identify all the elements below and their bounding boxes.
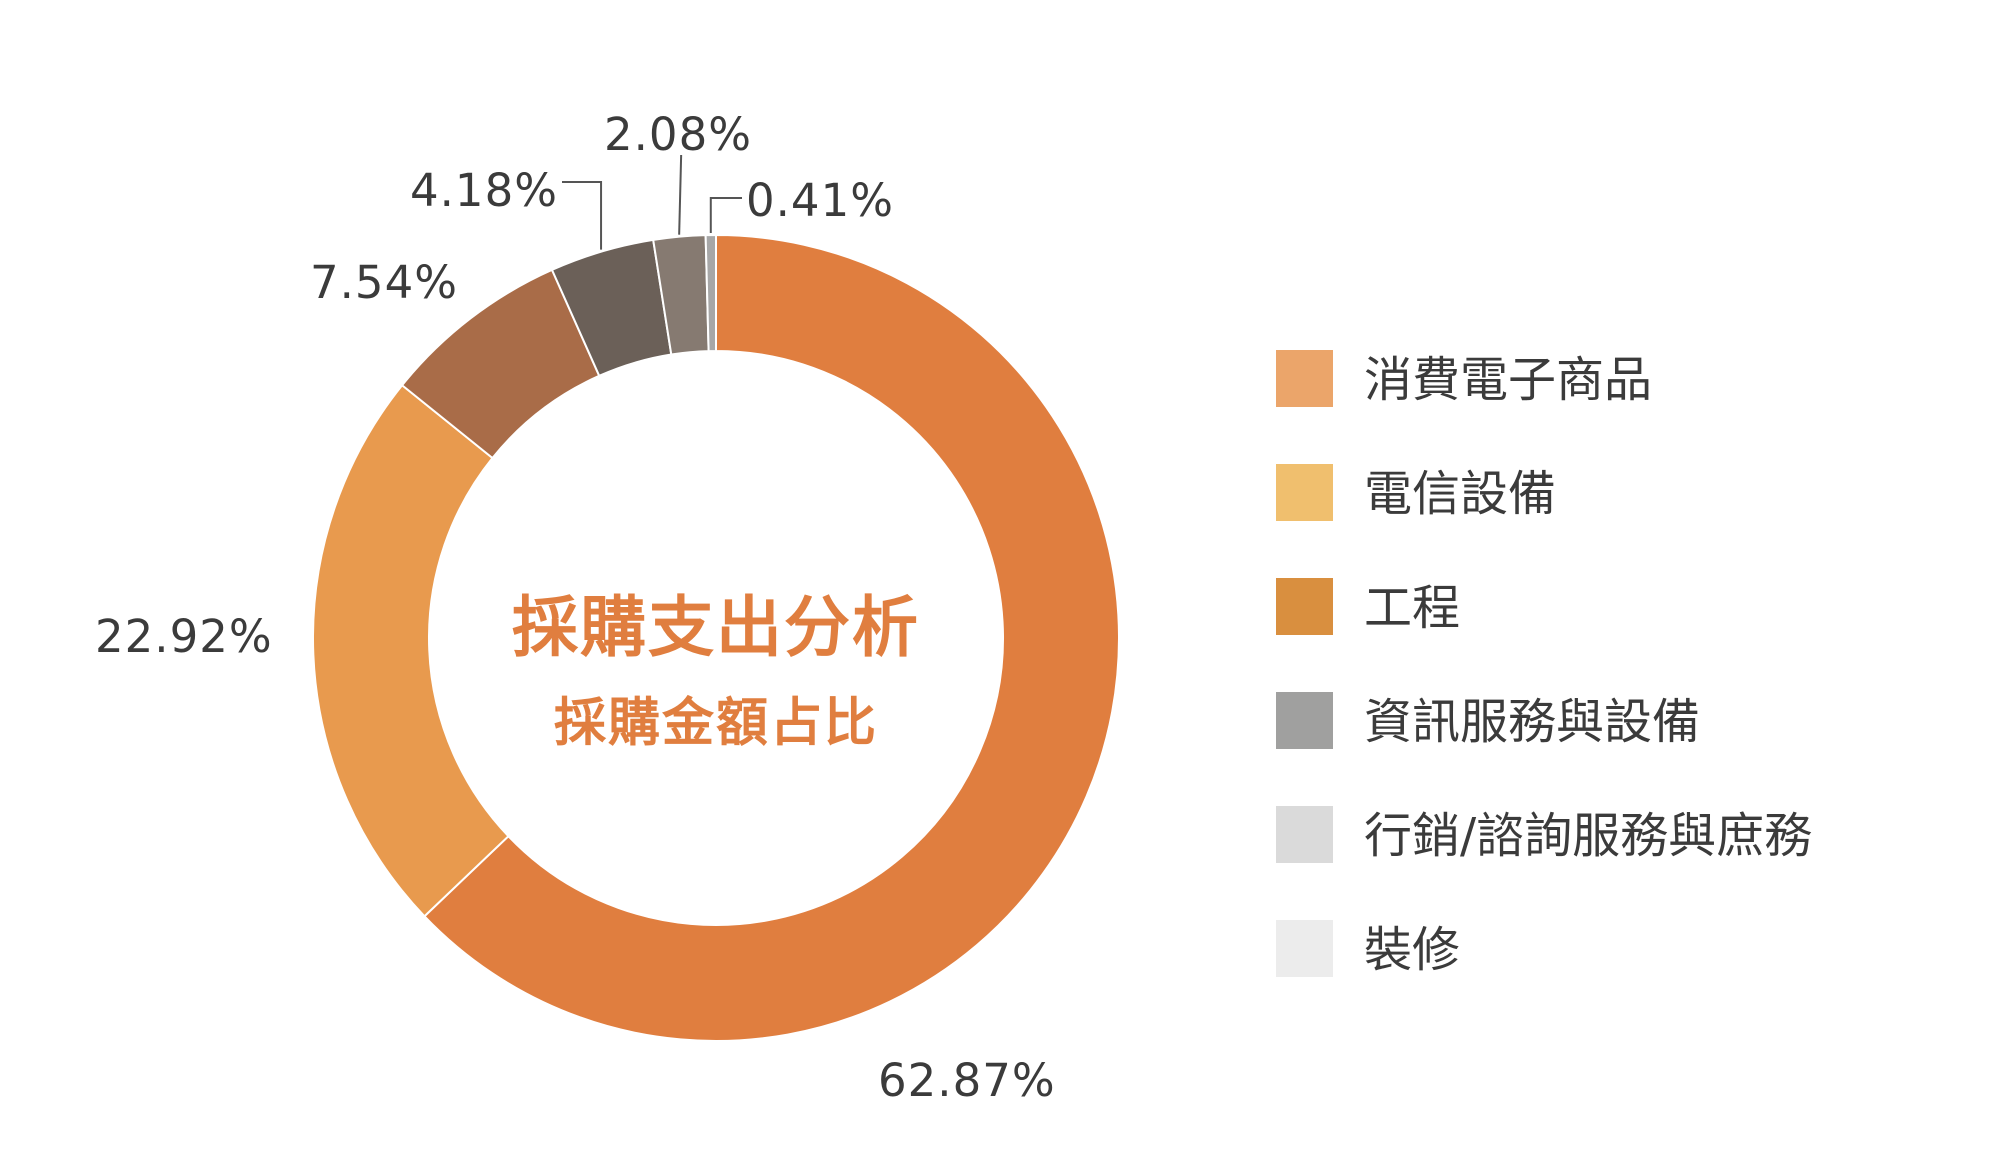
leader-line [678,154,683,235]
label-4-18: 4.18% [410,164,558,217]
legend-swatch [1276,920,1333,977]
legend-swatch [1276,578,1333,635]
legend-label: 裝修 [1364,922,1461,978]
label-62-87: 62.87% [878,1054,1056,1107]
legend-label: 資訊服務與設備 [1364,694,1701,750]
legend-label: 行銷/諮詢服務與庶務 [1364,808,1813,864]
donut-slice[interactable] [312,383,510,918]
legend-swatch [1276,350,1333,407]
legend-label: 消費電子商品 [1364,352,1653,408]
legend-swatch [1276,692,1333,749]
label-22-92: 22.92% [95,610,273,663]
legend-label: 工程 [1364,580,1461,636]
legend-swatch [1276,464,1333,521]
chart-subtitle: 採購金額占比 [553,693,879,754]
label-7-54: 7.54% [310,256,458,309]
label-0-41: 0.41% [746,174,894,227]
legend-label: 電信設備 [1364,466,1557,522]
label-2-08: 2.08% [604,108,752,161]
leader-line [562,181,603,250]
legend-swatch [1276,806,1333,863]
leader-line [709,197,742,234]
donut-slice[interactable] [423,233,1120,1042]
chart-title: 採購支出分析 [512,589,920,666]
donut-slice[interactable] [704,233,717,353]
